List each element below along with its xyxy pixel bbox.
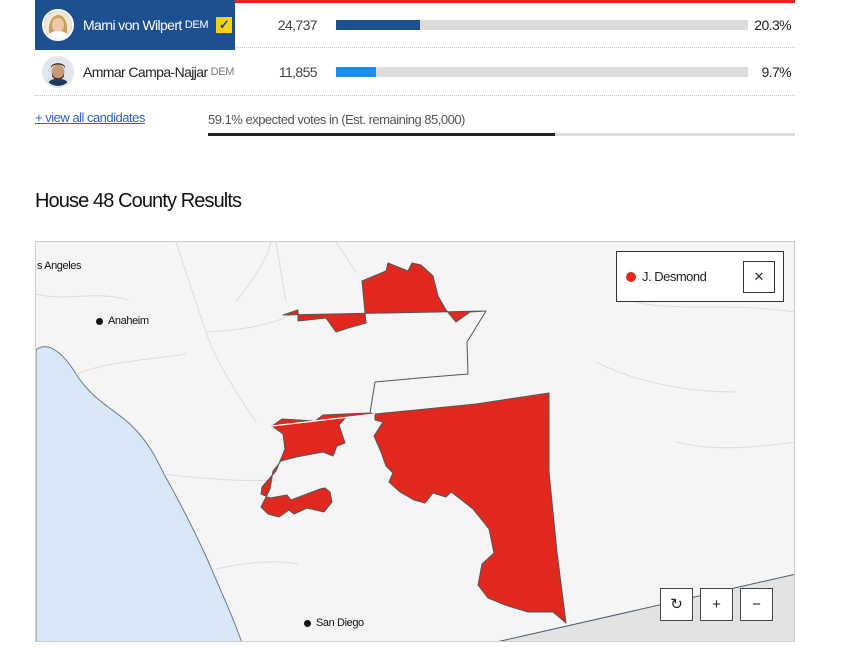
candidate-results: Marni von Wilpert DEM ✓ 24,737 20.3% Amm… xyxy=(35,0,795,96)
avatar xyxy=(42,55,74,88)
border-line xyxy=(498,573,794,641)
candidate-name: Marni von Wilpert xyxy=(83,17,182,33)
vote-share-bar xyxy=(336,66,748,77)
reset-map-button[interactable]: ↻ xyxy=(660,588,693,621)
expected-votes-text: 59.1% expected votes in (Est. remaining … xyxy=(208,112,465,127)
city-label-los-angeles: s Angeles xyxy=(37,260,82,272)
candidate-cell: Marni von Wilpert DEM ✓ xyxy=(35,0,235,50)
expected-votes-bar xyxy=(208,133,795,136)
city-dot xyxy=(304,619,311,627)
candidate-cell: Ammar Campa-Najjar DEM xyxy=(35,48,235,95)
vote-count: 11,855 xyxy=(278,63,318,80)
avatar xyxy=(42,9,74,41)
district-shape xyxy=(260,262,567,624)
zoom-out-button[interactable]: − xyxy=(740,588,773,621)
refresh-icon: ↻ xyxy=(670,596,683,613)
zoom-in-button[interactable]: + xyxy=(700,588,733,621)
party-label: DEM xyxy=(184,19,209,31)
district-internal-line xyxy=(271,413,376,427)
vote-share-bar xyxy=(336,20,748,30)
county-results-map[interactable]: s Angeles Anaheim San Diego J. Desmond ✕… xyxy=(35,241,795,642)
map-legend: J. Desmond ✕ xyxy=(616,251,784,302)
vote-share-fill xyxy=(336,66,376,77)
ocean-area xyxy=(36,346,242,641)
candidate-row: Marni von Wilpert DEM ✓ 24,737 20.3% xyxy=(35,0,795,50)
vote-count: 24,737 xyxy=(277,17,318,33)
county-lines xyxy=(36,242,794,571)
vote-percent: 20.3% xyxy=(754,17,791,33)
party-label: DEM xyxy=(210,65,235,78)
vote-share-fill xyxy=(336,20,420,30)
expected-votes-fill xyxy=(208,133,555,136)
city-dot xyxy=(96,317,103,325)
legend-label: J. Desmond xyxy=(642,269,707,284)
map-canvas[interactable] xyxy=(36,242,795,642)
city-label-anaheim: Anaheim xyxy=(96,315,149,327)
winner-check-icon: ✓ xyxy=(216,17,233,33)
candidate-row: Ammar Campa-Najjar DEM 11,855 9.7% xyxy=(35,48,795,96)
view-all-candidates-link[interactable]: + view all candidates xyxy=(35,110,145,125)
legend-color-dot xyxy=(626,271,636,282)
section-title: House 48 County Results xyxy=(35,190,242,212)
close-icon[interactable]: ✕ xyxy=(743,261,775,293)
vote-percent: 9.7% xyxy=(761,63,791,80)
city-label-san-diego: San Diego xyxy=(304,617,364,629)
candidate-name: Ammar Campa-Najjar xyxy=(83,63,208,80)
